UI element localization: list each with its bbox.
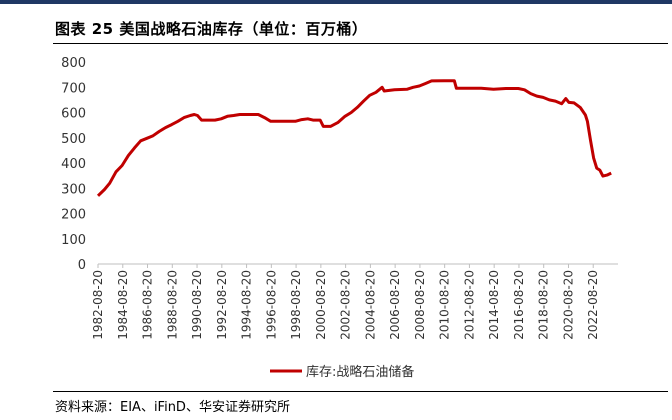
y-tick-label: 100 <box>61 233 86 248</box>
title-divider <box>53 43 668 44</box>
top-accent-rule <box>0 0 672 4</box>
y-axis: 0 100 200 300 400 500 600 700 800 <box>61 56 86 273</box>
x-tick-label: 2008-08-20 <box>413 270 427 340</box>
x-tick-label: 1990-08-20 <box>190 270 204 340</box>
x-tick-label: 2016-08-20 <box>512 270 526 340</box>
footer-divider <box>53 391 668 392</box>
x-tick-label: 2000-08-20 <box>314 270 328 340</box>
x-tick-label: 1984-08-20 <box>116 270 130 340</box>
source-note: 资料来源：EIA、iFinD、华安证券研究所 <box>55 400 290 415</box>
x-tick-label: 1996-08-20 <box>264 270 278 340</box>
x-tick-label: 2010-08-20 <box>438 270 452 340</box>
x-tick-label: 2004-08-20 <box>363 270 377 340</box>
x-tick-label: 2014-08-20 <box>487 270 501 340</box>
y-tick-label: 800 <box>61 56 86 71</box>
legend: 库存:战略石油储备 <box>270 364 414 380</box>
y-tick-label: 600 <box>61 107 86 122</box>
x-tick-label: 2018-08-20 <box>537 270 551 340</box>
x-tick-label: 1986-08-20 <box>141 270 155 340</box>
y-tick-label: 500 <box>61 132 86 147</box>
x-tick-label: 2006-08-20 <box>388 270 402 340</box>
x-tick-label: 1998-08-20 <box>289 270 303 340</box>
y-tick-label: 200 <box>61 208 86 223</box>
y-tick-label: 300 <box>61 182 86 197</box>
x-tick-label: 2020-08-20 <box>561 270 575 340</box>
x-tick-label: 1982-08-20 <box>91 270 105 340</box>
x-tick-label: 1988-08-20 <box>165 270 179 340</box>
x-tick-label: 2002-08-20 <box>339 270 353 340</box>
y-tick-label: 400 <box>61 157 86 172</box>
x-tick-label: 2012-08-20 <box>462 270 476 340</box>
x-axis: 1982-08-20 1984-08-20 1986-08-20 1988-08-20… <box>91 264 600 340</box>
y-tick-label: 700 <box>61 81 86 96</box>
y-tick-label: 0 <box>78 258 86 273</box>
x-tick-label: 2022-08-20 <box>586 270 600 340</box>
line-chart: 0 100 200 300 400 500 600 700 800 1982-08-20 1984… <box>61 56 618 380</box>
legend-label: 库存:战略石油储备 <box>306 364 414 380</box>
series-line-spr <box>96 79 612 197</box>
x-tick-label: 1994-08-20 <box>240 270 254 340</box>
chart-title: 图表 25 美国战略石油库存（单位：百万桶） <box>55 20 368 38</box>
x-tick-label: 1992-08-20 <box>215 270 229 340</box>
